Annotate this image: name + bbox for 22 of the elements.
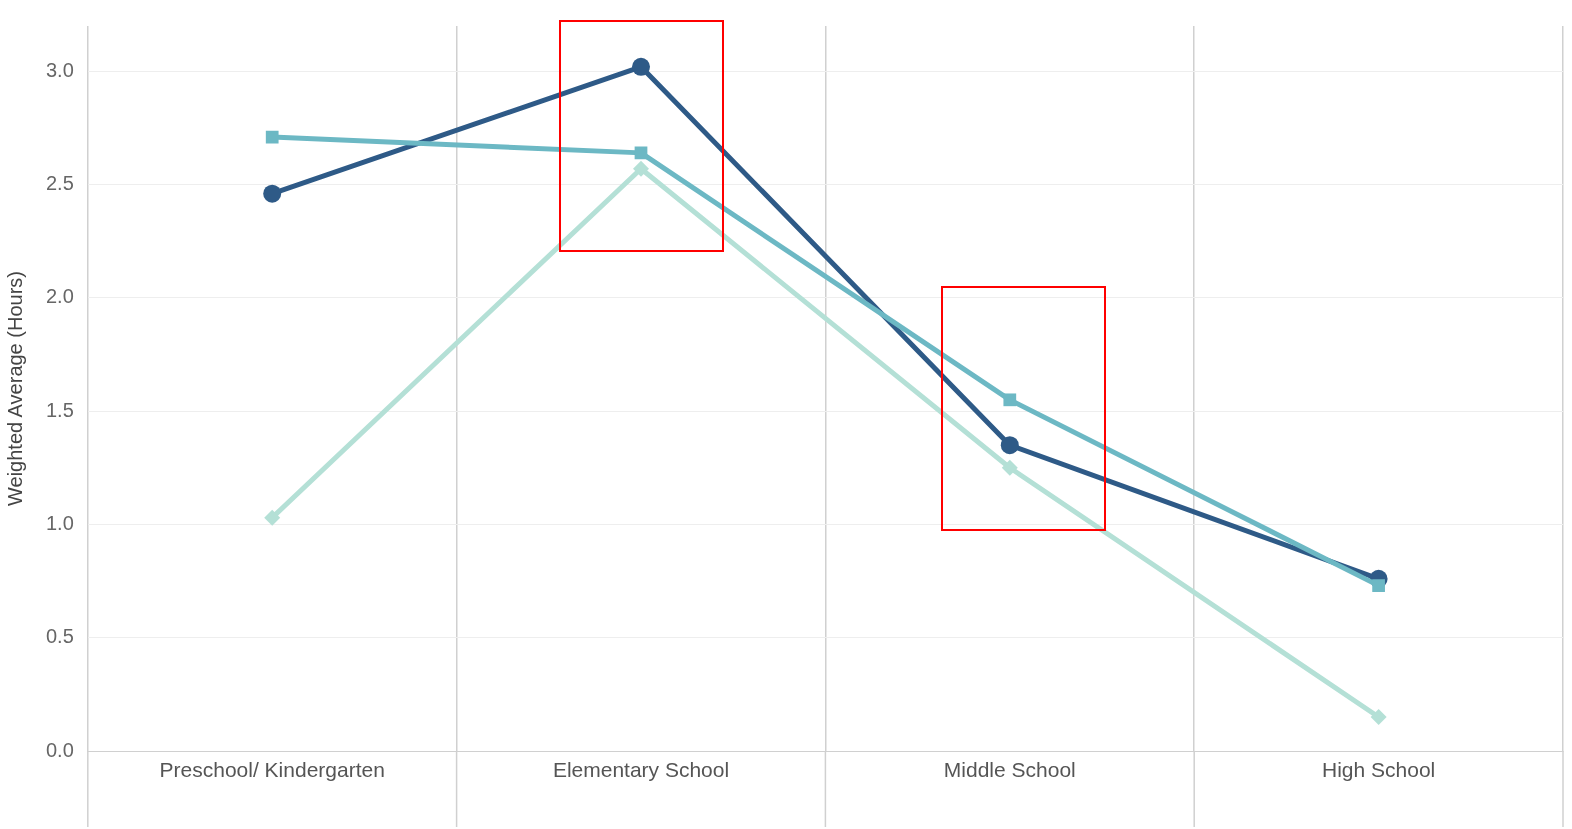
point [1000,436,1019,455]
point [1003,393,1017,407]
y-tick-label: 0.0 [45,738,74,761]
point [1001,459,1018,476]
y-tick-label: 1.0 [45,511,74,534]
y-tick-label: 2.0 [45,285,74,308]
y-tick-label: 1.5 [45,398,74,421]
point [263,184,282,203]
point [632,57,650,76]
point [1372,579,1385,592]
y-tick-label: 2.5 [45,172,74,195]
y-tick-label: 0.5 [45,625,74,648]
point [633,160,649,177]
x-tick-label: Elementary School [552,758,730,782]
y-tick-label: 3.0 [45,58,74,81]
x-tick-label: Preschool/ Kindergarten [159,758,385,782]
point [265,130,279,144]
x-tick-label: Middle School [943,758,1076,782]
point [1370,709,1387,726]
y-axis-title: Weighted Average (Hours) [3,271,26,506]
x-tick-label: High School [1321,758,1436,782]
point [264,509,281,526]
